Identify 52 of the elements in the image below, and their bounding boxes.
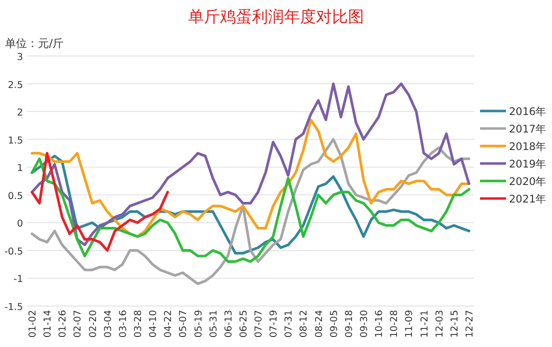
x-tick-label: 08-12 xyxy=(298,310,310,338)
chart-title: 单斤鸡蛋利润年度对比图 xyxy=(188,7,364,26)
x-tick-label: 11-09 xyxy=(404,310,416,338)
x-tick-label: 03-04 xyxy=(102,310,114,338)
y-tick-label: 1 xyxy=(16,163,23,174)
legend-label: 2016年 xyxy=(509,106,547,118)
line-series xyxy=(30,138,470,286)
x-tick-label: 07-07 xyxy=(254,310,265,338)
line-series xyxy=(30,118,470,238)
legend-label: 2020年 xyxy=(509,176,547,188)
x-tick-label: 06-25 xyxy=(238,310,250,338)
x-tick-label: 11-21 xyxy=(419,310,430,338)
x-tick-label: 05-07 xyxy=(178,310,190,338)
x-tick-label: 12-27 xyxy=(464,310,476,338)
line-series xyxy=(30,82,470,246)
y-tick-label: 0 xyxy=(16,218,23,230)
x-tick-label: 03-28 xyxy=(132,310,144,338)
y-tick-label: -1.5 xyxy=(4,302,23,313)
x-tick-label: 10-28 xyxy=(389,310,400,338)
x-tick-label: 07-19 xyxy=(268,310,280,338)
x-tick-label: 03-16 xyxy=(118,310,129,338)
x-tick-label: 01-02 xyxy=(28,310,38,338)
x-tick-label: 09-30 xyxy=(359,310,370,338)
x-tick-label: 04-10 xyxy=(148,310,160,338)
y-tick-label: -0.5 xyxy=(4,246,23,258)
x-tick-label: 12-03 xyxy=(434,310,446,338)
line-series xyxy=(30,152,169,252)
x-tick-label: 12-15 xyxy=(449,310,460,338)
x-tick-label: 08-24 xyxy=(314,310,325,338)
legend-label: 2019年 xyxy=(509,158,547,170)
y-axis-title: 单位：元/斤 xyxy=(5,37,64,50)
x-tick-label: 06-13 xyxy=(223,310,234,338)
legend-label: 2017年 xyxy=(509,124,547,136)
x-tick-label: 07-31 xyxy=(284,310,295,338)
x-tick-label: 02-20 xyxy=(88,310,99,338)
x-tick-label: 10-16 xyxy=(374,310,386,338)
legend-label: 2021年 xyxy=(509,194,547,206)
y-tick-label: -1 xyxy=(14,274,23,286)
y-tick-label: 2.5 xyxy=(8,80,23,91)
y-tick-label: 0.5 xyxy=(8,190,23,202)
x-tick-label: 09-18 xyxy=(344,310,355,338)
x-tick-label: 05-19 xyxy=(193,310,204,338)
x-tick-label: 04-22 xyxy=(163,310,174,338)
x-tick-label: 01-26 xyxy=(58,310,69,338)
x-tick-label: 09-05 xyxy=(328,310,340,338)
y-tick-label: 2 xyxy=(16,108,23,119)
y-tick-label: 3 xyxy=(16,52,23,63)
x-tick-label: 05-31 xyxy=(208,310,220,338)
legend-label: 2018年 xyxy=(509,141,547,153)
y-tick-label: 1.5 xyxy=(8,135,23,146)
x-tick-label: 02-07 xyxy=(72,310,84,338)
x-tick-label: 01-14 xyxy=(42,310,54,338)
